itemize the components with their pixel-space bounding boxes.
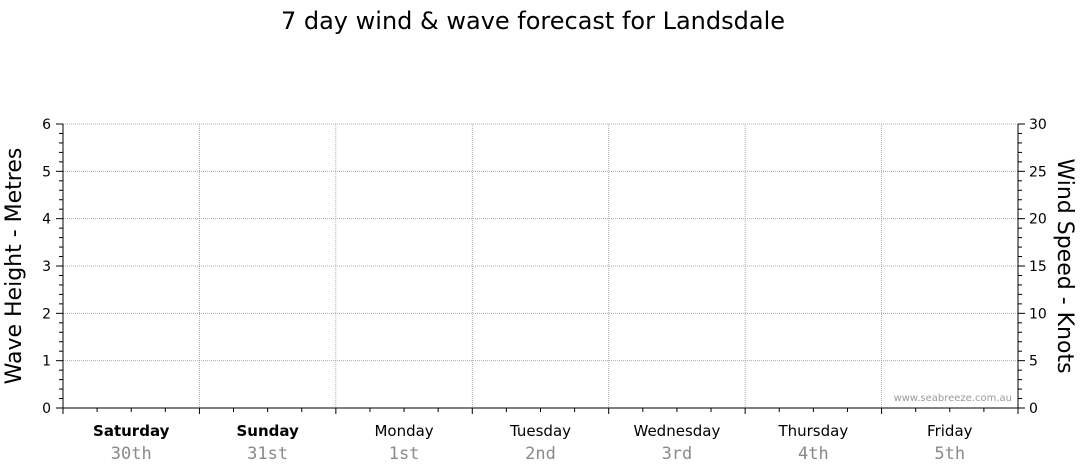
chart-title: 7 day wind & wave forecast for Landsdale <box>281 7 785 35</box>
day-label: Thursday <box>777 422 848 440</box>
right-tick-label: 5 <box>1029 354 1038 370</box>
left-tick-label: 3 <box>42 259 51 275</box>
right-tick-label: 15 <box>1029 259 1047 275</box>
day-label: Tuesday <box>509 422 571 440</box>
left-tick-label: 0 <box>42 401 51 417</box>
watermark-text: www.seabreeze.com.au <box>894 393 1012 404</box>
right-tick-label: 20 <box>1029 212 1047 228</box>
left-y-axis: 0 1 2 3 4 5 6 <box>42 117 63 417</box>
left-tick-label: 6 <box>42 117 51 133</box>
day-label: Monday <box>374 422 433 440</box>
left-axis-title: Wave Height - Metres <box>2 148 27 385</box>
day-label: Saturday <box>93 422 170 440</box>
date-label: 31st <box>247 444 288 464</box>
date-label: 30th <box>111 444 152 464</box>
date-label: 2nd <box>525 444 556 464</box>
plot-grid <box>63 123 1018 409</box>
right-tick-label: 30 <box>1029 117 1047 133</box>
right-tick-label: 0 <box>1029 401 1038 417</box>
right-tick-label: 25 <box>1029 164 1047 180</box>
left-tick-label: 4 <box>42 212 51 228</box>
right-tick-label: 10 <box>1029 306 1047 322</box>
left-tick-label: 1 <box>42 354 51 370</box>
date-label: 1st <box>389 444 420 464</box>
left-tick-label: 2 <box>42 306 51 322</box>
left-tick-label: 5 <box>42 164 51 180</box>
plot-axes <box>62 124 1019 409</box>
right-axis-title: Wind Speed - Knots <box>1052 158 1077 373</box>
date-label: 4th <box>798 444 829 464</box>
right-y-axis: 0 5 10 15 20 25 30 <box>1018 117 1047 417</box>
x-axis-days: Saturday 30th Sunday 31st Monday 1st Tuesday 2n… <box>62 408 1019 464</box>
date-label: 3rd <box>662 444 693 464</box>
day-label: Friday <box>927 422 973 440</box>
day-label: Wednesday <box>634 422 721 440</box>
day-label: Sunday <box>236 422 299 440</box>
date-label: 5th <box>934 444 965 464</box>
